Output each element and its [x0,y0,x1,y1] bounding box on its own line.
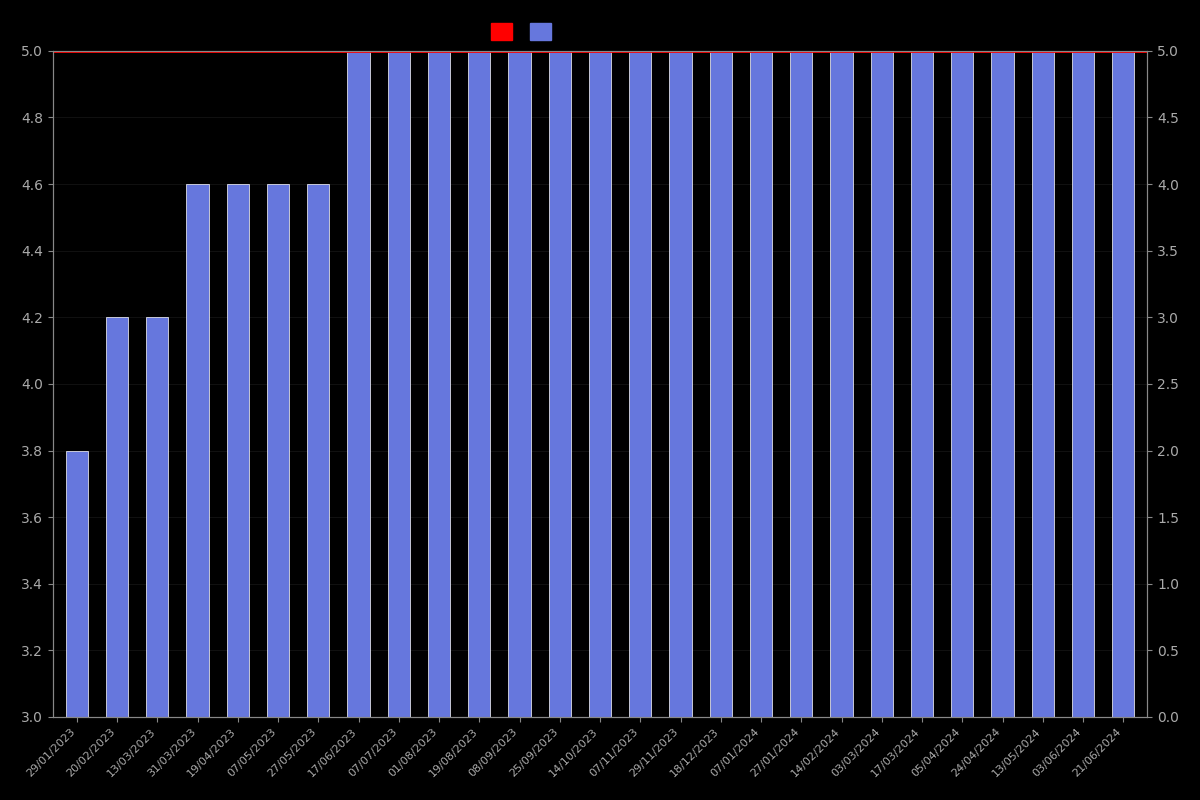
Bar [266,184,289,717]
Bar [106,318,128,717]
Bar [509,51,530,717]
Bar [468,51,491,717]
Bar [750,51,772,717]
Bar [66,450,88,717]
Bar [830,51,853,717]
Bar [871,51,893,717]
Bar [146,318,168,717]
Bar [1112,51,1134,717]
Legend: , : , [486,18,560,46]
Bar [911,51,934,717]
Bar [589,51,611,717]
Bar [548,51,571,717]
Bar [952,51,973,717]
Bar [709,51,732,717]
Bar [388,51,410,717]
Bar [629,51,652,717]
Bar [348,51,370,717]
Bar [670,51,691,717]
Bar [428,51,450,717]
Bar [1032,51,1054,717]
Bar [307,184,329,717]
Bar [791,51,812,717]
Bar [1072,51,1094,717]
Bar [991,51,1014,717]
Bar [227,184,248,717]
Bar [186,184,209,717]
